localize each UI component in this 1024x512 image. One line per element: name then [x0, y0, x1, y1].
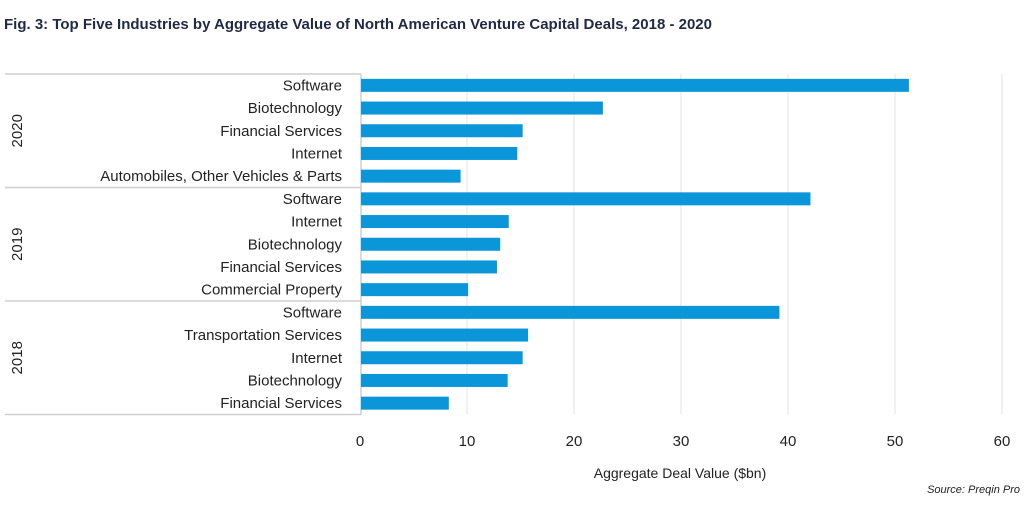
category-label: Internet: [291, 350, 343, 367]
category-labels: 2020 Software Biotechnology Financial Servi…: [9, 77, 343, 412]
bar-2020-software: [361, 78, 909, 92]
x-tick-label: 60: [994, 433, 1011, 450]
grid-lines: [466, 74, 1003, 415]
group-label-2020: 2020: [9, 114, 26, 147]
bar-2019-biotechnology: [361, 237, 501, 251]
bar-2018-transportation-services: [361, 328, 528, 342]
category-label: Biotechnology: [248, 100, 343, 117]
bars: [361, 78, 909, 410]
source-note: Source: Preqin Pro: [927, 484, 1020, 496]
category-label: Commercial Property: [201, 282, 342, 299]
category-label: Financial Services: [220, 259, 342, 276]
bar-2020-biotechnology: [361, 101, 603, 115]
category-label: Automobiles, Other Vehicles & Parts: [100, 168, 342, 185]
bar-2018-internet: [361, 351, 523, 365]
x-tick-label: 50: [887, 433, 904, 450]
bar-2019-software: [361, 192, 811, 206]
category-label: Software: [283, 191, 342, 208]
category-label: Internet: [291, 214, 343, 231]
category-label: Biotechnology: [248, 236, 343, 253]
x-tick-label: 0: [356, 433, 364, 450]
category-label: Internet: [291, 145, 343, 162]
x-tick-label: 40: [780, 433, 797, 450]
group-label-2019: 2019: [9, 228, 26, 261]
category-label: Software: [283, 304, 342, 321]
x-axis-title: Aggregate Deal Value ($bn): [594, 465, 767, 481]
bar-2020-automobiles-other-vehicles-parts: [361, 169, 461, 183]
category-label: Financial Services: [220, 123, 342, 140]
x-axis-ticks: 0 10 20 30 40 50 60: [356, 433, 1011, 450]
category-label: Transportation Services: [184, 327, 342, 344]
bar-2020-financial-services: [361, 124, 523, 138]
bar-2018-financial-services: [361, 396, 449, 410]
group-label-2018: 2018: [9, 341, 26, 374]
bar-2020-internet: [361, 146, 518, 160]
bar-2018-software: [361, 305, 780, 319]
category-label: Biotechnology: [248, 372, 343, 389]
bar-2019-financial-services: [361, 260, 497, 274]
x-tick-label: 20: [566, 433, 583, 450]
category-label: Software: [283, 77, 342, 94]
bar-2019-commercial-property: [361, 283, 469, 297]
x-tick-label: 30: [673, 433, 690, 450]
x-tick-label: 10: [459, 433, 476, 450]
bar-2018-biotechnology: [361, 373, 508, 387]
bar-2019-internet: [361, 215, 509, 229]
category-label: Financial Services: [220, 395, 342, 412]
chart-title: Fig. 3: Top Five Industries by Aggregate…: [4, 16, 712, 33]
